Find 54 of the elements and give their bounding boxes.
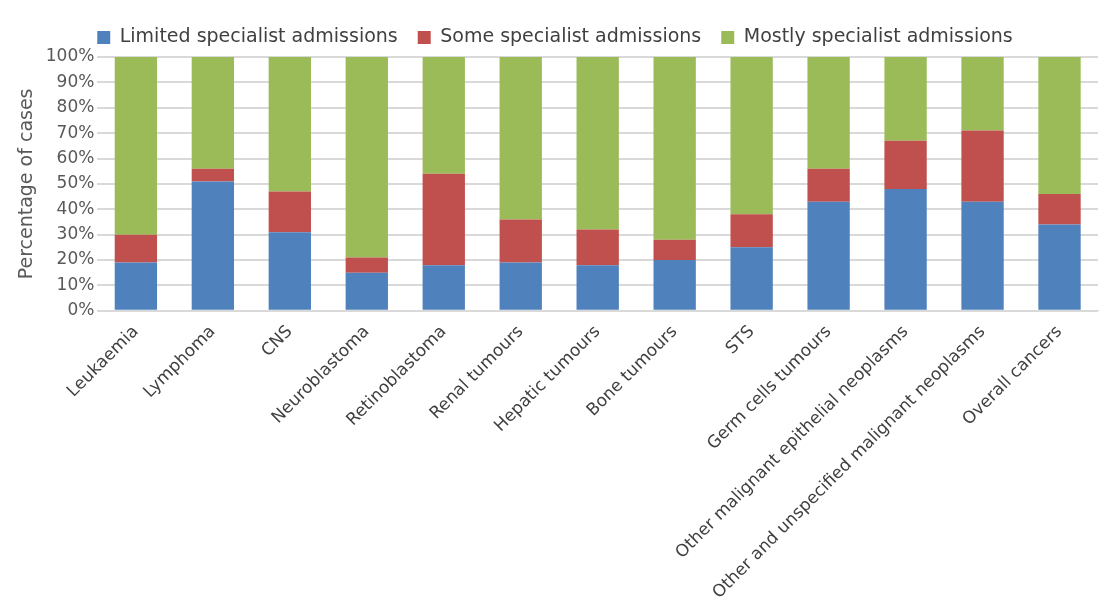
- bar: [884, 140, 927, 189]
- bar: [422, 57, 465, 174]
- legend-label: Some specialist admissions: [440, 24, 702, 47]
- y-tick-label: 100%: [45, 45, 95, 66]
- bar: [114, 57, 158, 235]
- bar: [807, 168, 850, 202]
- bar: [730, 247, 773, 310]
- y-tick-label: 20%: [56, 248, 95, 269]
- bar: [191, 168, 235, 182]
- bar: [730, 57, 773, 215]
- bar: [884, 188, 927, 310]
- y-tick-label: 30%: [56, 223, 95, 244]
- y-tick-label: 90%: [56, 70, 95, 91]
- y-axis-title: Percentage of cases: [14, 88, 37, 280]
- bar: [576, 229, 619, 266]
- bar: [807, 57, 850, 169]
- bar: [961, 201, 1004, 310]
- bar: [191, 181, 235, 310]
- y-tick-label: 0%: [67, 299, 95, 320]
- y-tick-label: 80%: [56, 96, 95, 117]
- bar: [961, 57, 1004, 131]
- bar: [807, 201, 850, 310]
- bar: [345, 257, 388, 273]
- bar: [576, 57, 619, 230]
- bar: [268, 57, 311, 192]
- bar: [499, 219, 542, 263]
- bar: [1038, 194, 1081, 225]
- bar: [653, 260, 696, 310]
- bar: [268, 232, 311, 310]
- bar: [191, 57, 235, 169]
- legend-label: Mostly specialist admissions: [743, 24, 1013, 47]
- bar: [884, 57, 927, 141]
- bar: [653, 239, 696, 261]
- bar: [268, 191, 311, 233]
- bar: [499, 262, 542, 310]
- y-tick-label: 40%: [56, 197, 95, 218]
- bar: [422, 265, 465, 310]
- y-tick-label: 60%: [56, 146, 95, 167]
- bar: [1038, 224, 1081, 310]
- bar: [114, 234, 158, 263]
- bar: [345, 57, 388, 258]
- bar: [653, 57, 696, 240]
- bar: [345, 272, 388, 310]
- bar: [499, 57, 542, 220]
- bar: [1038, 57, 1081, 195]
- y-tick-label: 50%: [56, 172, 95, 193]
- legend-label: Limited specialist admissions: [119, 24, 398, 47]
- bar: [961, 130, 1004, 202]
- bar: [576, 265, 619, 310]
- y-tick-label: 10%: [56, 273, 95, 294]
- bar: [730, 214, 773, 248]
- y-tick-label: 70%: [56, 121, 95, 142]
- bar: [422, 173, 465, 266]
- bar: [114, 262, 158, 310]
